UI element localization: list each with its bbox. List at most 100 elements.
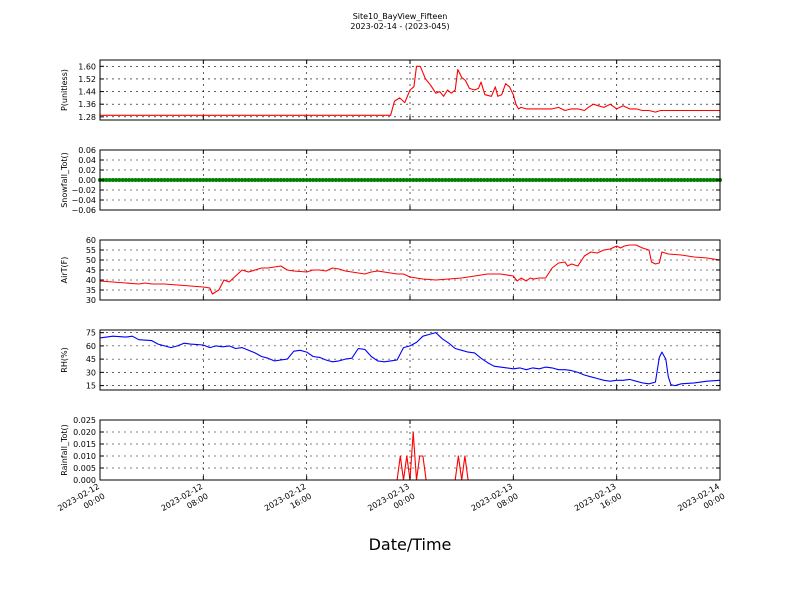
data-point <box>701 178 706 182</box>
data-point <box>298 178 303 182</box>
y-tick-label: 60 <box>86 342 96 351</box>
data-point <box>362 178 367 182</box>
data-point <box>133 178 138 182</box>
data-point <box>672 178 677 182</box>
data-point <box>227 178 232 182</box>
data-point <box>663 178 668 182</box>
y-tick-label: −0.06 <box>71 206 96 215</box>
data-point <box>614 178 619 182</box>
data-point <box>524 178 529 182</box>
x-tick-label: 2023-02-1216:00 <box>263 482 313 523</box>
data-point <box>146 178 151 182</box>
data-point <box>449 178 454 182</box>
x-axis-tick-labels: 2023-02-1200:00 2023-02-1208:00 2023-02-12… <box>56 482 726 523</box>
data-point <box>395 178 400 182</box>
panel-1-ylabel: P(unitless) <box>60 69 69 111</box>
data-point <box>546 178 551 182</box>
data-point <box>475 178 480 182</box>
data-point <box>259 178 264 182</box>
data-point <box>440 178 445 182</box>
data-point <box>563 178 567 182</box>
data-point <box>278 178 283 182</box>
data-point <box>424 178 429 182</box>
panel-5: 0.025 0.020 0.015 0.010 0.005 0.000 Rainfall_T… <box>60 416 721 485</box>
data-point <box>514 178 519 182</box>
data-point <box>359 178 364 182</box>
y-tick-label: 0.000 <box>73 476 96 485</box>
panel-4-ylabel: RH(%) <box>60 347 69 372</box>
data-point <box>139 178 144 182</box>
data-point <box>391 178 396 182</box>
data-point <box>204 178 209 182</box>
data-point <box>220 178 225 182</box>
data-point <box>634 178 639 182</box>
chart-panels: 1.601.521.441.361.28P(unitless)0.060.040… <box>60 59 722 485</box>
data-point <box>265 178 270 182</box>
data-point <box>159 178 164 182</box>
data-point <box>275 178 280 182</box>
data-point <box>169 178 174 182</box>
data-point <box>152 178 157 182</box>
data-point <box>504 178 509 182</box>
data-point <box>414 178 419 182</box>
data-point <box>178 178 183 182</box>
data-point <box>181 178 186 182</box>
data-point <box>382 178 387 182</box>
y-tick-label: 0.010 <box>73 452 96 461</box>
data-point <box>340 178 345 182</box>
data-point <box>149 178 154 182</box>
data-point <box>233 178 238 182</box>
data-point <box>291 178 296 182</box>
data-point <box>556 178 561 182</box>
data-point <box>588 178 593 182</box>
data-point <box>688 178 693 182</box>
panel-5-ylabel: Rainfall_Tot() <box>60 424 69 476</box>
y-tick-label: 1.28 <box>78 113 96 122</box>
data-point <box>437 178 442 182</box>
data-point <box>117 178 122 182</box>
y-tick-label: 0.00 <box>78 176 96 185</box>
data-point <box>659 178 664 182</box>
data-point <box>543 178 548 182</box>
data-point <box>430 178 435 182</box>
data-point <box>104 178 109 182</box>
data-point <box>650 178 655 182</box>
data-point <box>711 178 716 182</box>
y-tick-label: 35 <box>86 286 96 295</box>
panel-5-grid <box>99 419 721 481</box>
panel-2: 0.060.040.020.00−0.02−0.04−0.06Snowfall_… <box>60 146 722 215</box>
y-tick-label: 0.020 <box>73 428 96 437</box>
data-point <box>249 178 254 182</box>
data-point <box>388 178 393 182</box>
y-tick-label: 0.02 <box>78 166 96 175</box>
figure-subtitle: 2023-02-14 - (2023-045) <box>350 22 449 31</box>
data-point <box>110 178 115 182</box>
data-point <box>617 178 622 182</box>
data-point <box>324 178 329 182</box>
data-point <box>366 178 371 182</box>
data-point <box>288 178 293 182</box>
data-point <box>595 178 600 182</box>
y-tick-label: 50 <box>86 256 96 265</box>
data-point <box>304 178 309 182</box>
x-tick-label: 2023-02-1208:00 <box>160 482 210 523</box>
y-tick-label: 45 <box>86 355 96 364</box>
data-point <box>165 178 170 182</box>
data-point <box>598 178 603 182</box>
data-point <box>637 178 642 182</box>
data-point <box>136 178 141 182</box>
series-line-3 <box>99 244 721 295</box>
y-tick-label: 1.52 <box>78 75 96 84</box>
data-point <box>282 178 287 182</box>
data-point <box>627 178 632 182</box>
x-tick-label: 2023-02-1200:00 <box>56 482 106 523</box>
data-point <box>262 178 267 182</box>
x-tick-label: 2023-02-1316:00 <box>573 482 623 523</box>
data-point <box>269 178 274 182</box>
x-tick-label: 2023-02-1400:00 <box>676 482 726 523</box>
data-point <box>191 178 196 182</box>
data-point <box>408 178 412 182</box>
data-point <box>107 178 112 182</box>
data-point <box>253 178 257 182</box>
